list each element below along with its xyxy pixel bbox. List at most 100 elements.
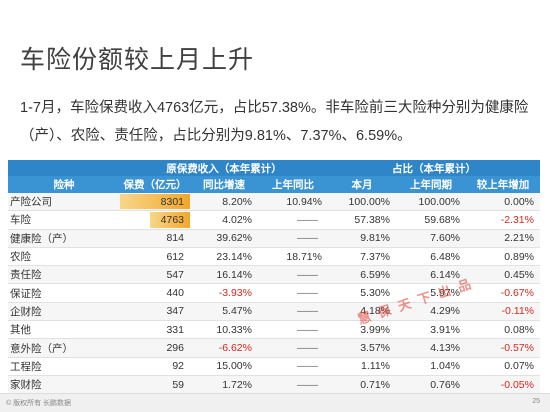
cell-yoy: 23.14%	[190, 247, 258, 267]
cell-premium: 59	[120, 375, 190, 395]
col-header-last-year-yoy: 上年同比	[258, 176, 328, 193]
premium-value: 331	[166, 323, 184, 336]
table-row: 责任险 547 16.14% —— 6.59% 6.14% 0.45%	[8, 265, 540, 285]
cell-month-share: 100.00%	[328, 193, 396, 212]
cell-same-period-share: 6.14%	[396, 265, 466, 285]
cell-increase: 0.45%	[466, 265, 540, 285]
cell-last-year-yoy: ——	[258, 265, 328, 285]
table-row: 车险 4763 4.02% —— 57.38% 59.68% -2.31%	[8, 210, 540, 230]
slide-summary-text: 1-7月，车险保费收入4763亿元，占比57.38%。非车险前三大险种分别为健康…	[20, 100, 529, 144]
table-row: 其他 331 10.33% —— 3.99% 3.91% 0.08%	[8, 320, 540, 340]
table-row: 农险 612 23.14% 18.71% 7.37% 6.48% 0.89%	[8, 247, 540, 267]
cell-increase: 0.89%	[466, 247, 540, 267]
cell-month-share: 0.71%	[328, 375, 396, 395]
cell-type: 家财险	[8, 375, 120, 395]
table-group-header-row: 原保费收入（本年累计） 占比（本年累计）	[8, 160, 540, 176]
cell-type: 车险	[8, 210, 120, 230]
cell-last-year-yoy: ——	[258, 357, 328, 376]
cell-last-year-yoy: ——	[258, 302, 328, 322]
table-row: 工程险 92 15.00% —— 1.11% 1.04% 0.07%	[8, 357, 540, 376]
cell-type: 产险公司	[8, 193, 120, 212]
table-row: 意外险（产） 296 -6.62% —— 3.57% 4.13% -0.57%	[8, 338, 540, 358]
cell-type: 工程险	[8, 357, 120, 376]
premium-value: 4763	[160, 213, 184, 226]
slide-title: 车险份额较上月上升	[20, 46, 255, 74]
cell-increase: -0.11%	[466, 302, 540, 322]
col-header-type: 险种	[8, 176, 120, 193]
cell-yoy: -6.62%	[190, 338, 258, 358]
cell-type: 其他	[8, 320, 120, 340]
cell-premium: 8301	[120, 193, 190, 212]
cell-increase: -0.67%	[466, 283, 540, 303]
premium-value: 612	[166, 250, 184, 263]
table-body: 产险公司 8301 8.20% 10.94% 100.00% 100.00% 0.00% 车险…	[8, 193, 540, 395]
table-row: 家财险 59 1.72% —— 0.71% 0.76% -0.05%	[8, 375, 540, 395]
header-blank-cell	[8, 160, 120, 176]
cell-premium: 331	[120, 320, 190, 340]
table-row: 健康险（产） 814 39.62% —— 9.81% 7.60% 2.21%	[8, 229, 540, 248]
col-header-premium: 保费（亿元）	[120, 176, 190, 193]
cell-premium: 92	[120, 357, 190, 376]
cell-premium: 547	[120, 265, 190, 285]
cell-month-share: 3.99%	[328, 320, 396, 340]
premium-value: 92	[172, 360, 184, 373]
table-row: 企财险 347 5.47% —— 4.18% 4.29% -0.11%	[8, 302, 540, 322]
cell-increase: 0.00%	[466, 193, 540, 212]
page-number: 25	[532, 398, 540, 405]
cell-yoy: -3.93%	[190, 283, 258, 303]
slide-footer: © 版权所有 长鹏数据 25	[0, 393, 550, 412]
cell-type: 企财险	[8, 302, 120, 322]
group-header-premium: 原保费收入（本年累计）	[120, 160, 328, 176]
cell-same-period-share: 100.00%	[396, 193, 466, 212]
cell-same-period-share: 4.29%	[396, 302, 466, 322]
cell-yoy: 5.47%	[190, 302, 258, 322]
cell-last-year-yoy: ——	[258, 375, 328, 395]
cell-premium: 612	[120, 247, 190, 267]
cell-same-period-share: 5.97%	[396, 283, 466, 303]
cell-yoy: 8.20%	[190, 193, 258, 212]
cell-last-year-yoy: 18.71%	[258, 247, 328, 267]
cell-yoy: 39.62%	[190, 229, 258, 248]
cell-month-share: 3.57%	[328, 338, 396, 358]
premium-bar	[120, 194, 190, 210]
cell-increase: -2.31%	[466, 210, 540, 230]
premium-value: 347	[166, 305, 184, 318]
cell-increase: -0.57%	[466, 338, 540, 358]
cell-increase: 0.07%	[466, 357, 540, 376]
cell-last-year-yoy: ——	[258, 320, 328, 340]
cell-last-year-yoy: 10.94%	[258, 193, 328, 212]
cell-premium: 440	[120, 283, 190, 303]
table-row: 保证险 440 -3.93% —— 5.30% 5.97% -0.67%	[8, 283, 540, 303]
premium-value: 440	[166, 287, 184, 300]
cell-month-share: 1.11%	[328, 357, 396, 376]
cell-yoy: 1.72%	[190, 375, 258, 395]
col-header-same-period: 上年同期	[396, 176, 466, 193]
premium-bar	[149, 212, 190, 228]
cell-month-share: 4.18%	[328, 302, 396, 322]
cell-premium: 814	[120, 229, 190, 248]
cell-yoy: 15.00%	[190, 357, 258, 376]
table-row: 产险公司 8301 8.20% 10.94% 100.00% 100.00% 0.00%	[8, 193, 540, 212]
cell-month-share: 57.38%	[328, 210, 396, 230]
premium-value: 814	[166, 232, 184, 245]
cell-premium: 347	[120, 302, 190, 322]
premium-value: 547	[166, 268, 184, 281]
cell-same-period-share: 6.48%	[396, 247, 466, 267]
cell-last-year-yoy: ——	[258, 283, 328, 303]
cell-month-share: 6.59%	[328, 265, 396, 285]
cell-yoy: 10.33%	[190, 320, 258, 340]
cell-month-share: 5.30%	[328, 283, 396, 303]
cell-same-period-share: 4.13%	[396, 338, 466, 358]
cell-premium: 296	[120, 338, 190, 358]
cell-yoy: 16.14%	[190, 265, 258, 285]
cell-same-period-share: 59.68%	[396, 210, 466, 230]
cell-same-period-share: 1.04%	[396, 357, 466, 376]
cell-increase: -0.05%	[466, 375, 540, 395]
cell-same-period-share: 3.91%	[396, 320, 466, 340]
col-header-month: 本月	[328, 176, 396, 193]
cell-same-period-share: 7.60%	[396, 229, 466, 248]
cell-last-year-yoy: ——	[258, 338, 328, 358]
premium-value: 59	[172, 378, 184, 391]
premium-table: 原保费收入（本年累计） 占比（本年累计） 险种 保费（亿元） 同比增速 上年同比…	[8, 160, 540, 395]
cell-increase: 0.08%	[466, 320, 540, 340]
